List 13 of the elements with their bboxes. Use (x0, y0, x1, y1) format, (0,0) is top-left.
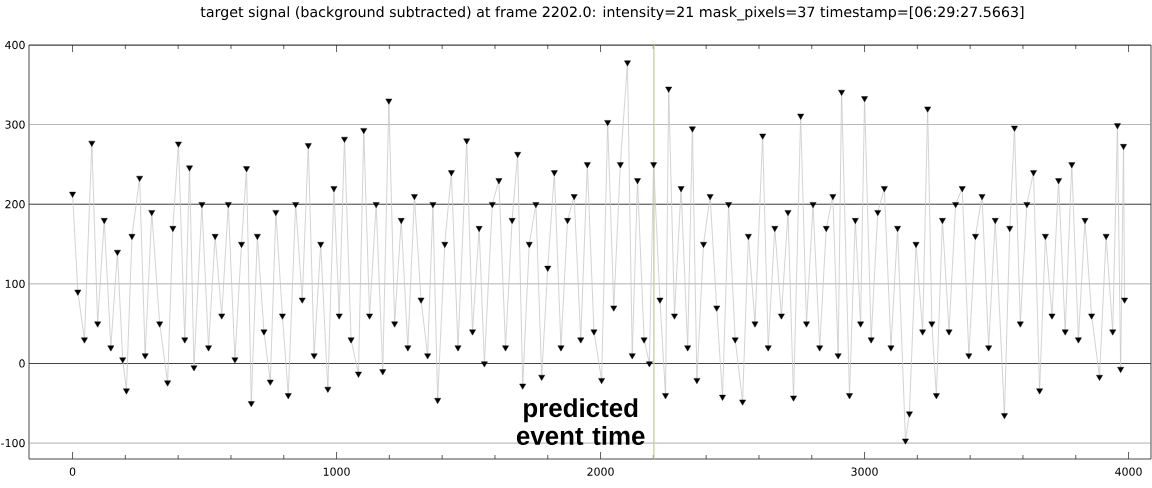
y-tick-label: 100 (5, 279, 25, 288)
x-tick-label: 2000 (587, 467, 614, 476)
annotation: predicted event time (516, 398, 645, 446)
y-tick-label: 0 (19, 359, 25, 368)
y-tick-label: 400 (5, 40, 25, 50)
x-tick-label: 4000 (1115, 467, 1142, 476)
x-tick-label: 0 (69, 467, 76, 476)
y-tick-label: 200 (5, 200, 25, 209)
x-tick-label: 3000 (851, 467, 878, 476)
y-tick-label: 300 (5, 120, 25, 129)
y-tick-label: -100 (1, 438, 25, 448)
chart-title: target signal (background subtracted) at frame 2202.0: intensity=21 mask_pixels=37 timestamp=[06:29:27.5663] (200, 6, 1024, 21)
x-tick-label: 1000 (323, 467, 350, 476)
